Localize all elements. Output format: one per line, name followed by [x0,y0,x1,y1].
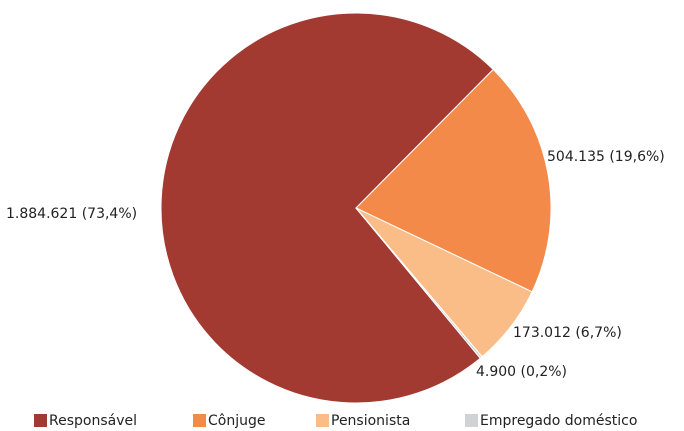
data-label: 4.900 (0,2%) [476,364,567,380]
pie-slice [160,12,494,404]
legend-swatch [465,414,478,427]
legend-swatch [193,414,206,427]
legend-swatch [34,414,47,427]
legend-swatch [316,414,329,427]
legend-label: Cônjuge [208,413,265,429]
pie-slice [355,68,552,293]
data-label: 1.884.621 (73,4%) [6,206,137,222]
data-label: 173.012 (6,7%) [513,325,622,341]
legend-label: Responsável [49,413,137,429]
legend-label: Empregado doméstico [480,413,637,429]
pie-slice [355,207,483,359]
legend-label: Pensionista [331,413,410,429]
data-label: 504.135 (19,6%) [547,149,665,165]
